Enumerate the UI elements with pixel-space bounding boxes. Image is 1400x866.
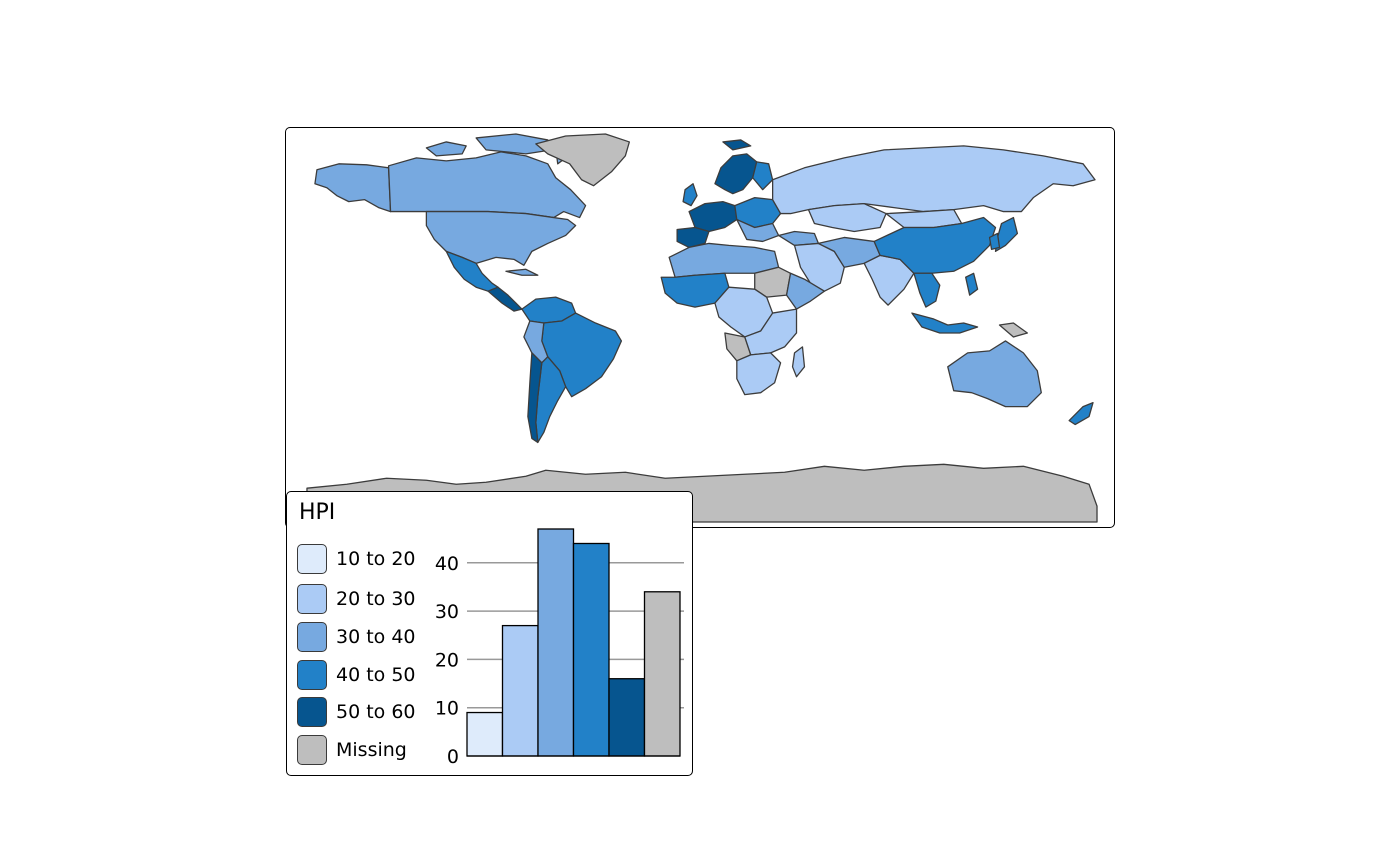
legend-label: 20 to 30 bbox=[336, 588, 416, 610]
world-map-panel bbox=[285, 127, 1115, 528]
legend-label: 40 to 50 bbox=[336, 664, 416, 686]
legend-swatch bbox=[297, 697, 327, 727]
legend-item: Missing bbox=[297, 735, 407, 765]
region-png bbox=[998, 322, 1029, 338]
region-central-america bbox=[487, 286, 523, 312]
legend-swatch bbox=[297, 584, 327, 614]
hist-bar bbox=[572, 542, 610, 757]
region-western-europe bbox=[688, 200, 738, 233]
legend-label: 10 to 20 bbox=[336, 548, 416, 570]
hist-bar bbox=[501, 624, 539, 757]
region-korea bbox=[988, 232, 1001, 251]
legend-label: 50 to 60 bbox=[336, 701, 416, 723]
legend-item: 30 to 40 bbox=[297, 622, 416, 652]
region-canada bbox=[387, 151, 587, 219]
hist-tick-label: 40 bbox=[435, 553, 459, 575]
region-southeast-asia bbox=[913, 272, 941, 308]
region-china bbox=[873, 216, 997, 274]
legend-swatch bbox=[297, 622, 327, 652]
hist-bar bbox=[466, 711, 504, 757]
hist-tick-label: 30 bbox=[435, 601, 459, 623]
hist-bar bbox=[643, 591, 681, 757]
region-scandinavia bbox=[714, 153, 758, 195]
region-greenland bbox=[535, 133, 631, 187]
region-east-africa bbox=[744, 308, 798, 356]
legend-label: Missing bbox=[336, 739, 407, 761]
region-cuba bbox=[505, 268, 539, 276]
world-map bbox=[306, 133, 1098, 523]
region-usa bbox=[425, 210, 577, 266]
region-iberia bbox=[676, 226, 710, 249]
hist-tick-label: 0 bbox=[447, 746, 459, 768]
region-new-zealand bbox=[1068, 401, 1094, 426]
region-indonesia bbox=[911, 312, 979, 334]
legend-title: HPI bbox=[299, 500, 336, 525]
hist-bar bbox=[537, 528, 575, 757]
region-russia bbox=[771, 145, 1096, 215]
hist-tick-label: 10 bbox=[435, 698, 459, 720]
legend-panel: HPI 10 to 20 20 to 30 30 to 40 40 to 50 … bbox=[286, 491, 693, 776]
hist-bar bbox=[608, 678, 646, 757]
region-chile bbox=[527, 352, 543, 444]
legend-label: 30 to 40 bbox=[336, 626, 416, 648]
legend-item: 40 to 50 bbox=[297, 660, 416, 690]
region-uk bbox=[682, 183, 698, 207]
region-alaska bbox=[314, 163, 392, 213]
region-finland bbox=[752, 161, 774, 191]
region-philippines bbox=[965, 272, 979, 296]
legend-histogram: 0 10 20 30 40 bbox=[435, 528, 684, 768]
region-kazakhstan bbox=[807, 202, 887, 233]
legend-swatch bbox=[297, 544, 327, 574]
region-australia bbox=[947, 340, 1042, 408]
legend-swatch bbox=[297, 735, 327, 765]
region-southern-africa bbox=[736, 352, 782, 396]
legend-swatch bbox=[297, 660, 327, 690]
legend-item: 50 to 60 bbox=[297, 697, 416, 727]
hist-tick-label: 20 bbox=[435, 649, 459, 671]
region-iceland bbox=[722, 139, 752, 151]
legend-item: 10 to 20 bbox=[297, 544, 416, 574]
region-turkey bbox=[777, 230, 820, 247]
region-madagascar bbox=[791, 346, 806, 378]
legend-item: 20 to 30 bbox=[297, 584, 416, 614]
